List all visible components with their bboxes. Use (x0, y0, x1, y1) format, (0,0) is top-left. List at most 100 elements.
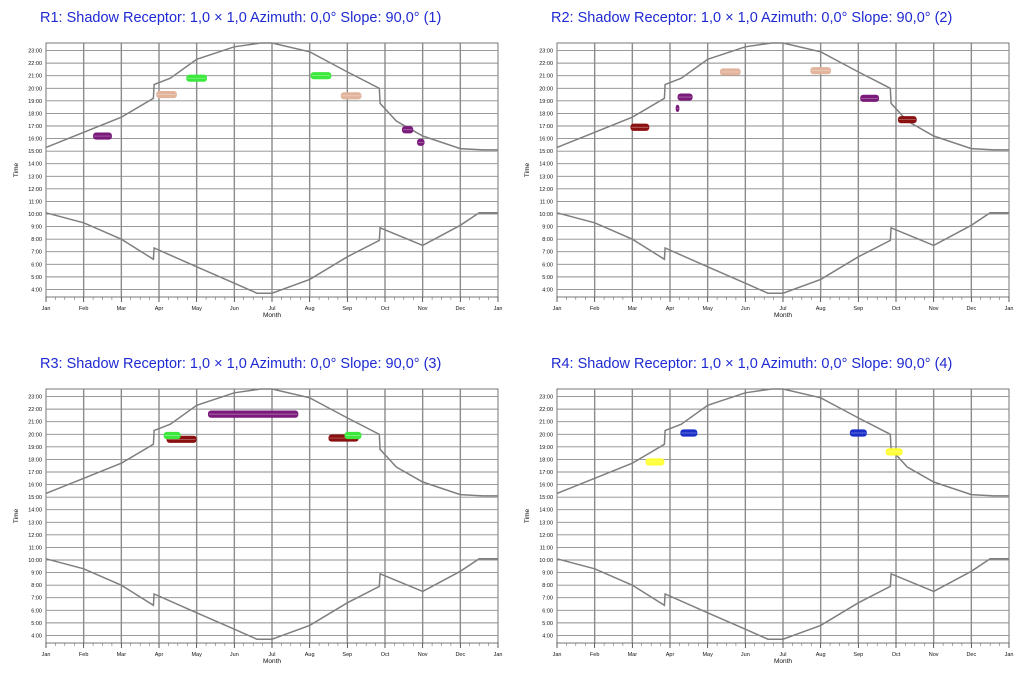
x-axis-title: Month (774, 312, 792, 319)
shadow-event-mark (163, 431, 181, 440)
shadow-event-mark (675, 104, 680, 112)
y-tick-label: 16:00 (28, 483, 42, 489)
y-tick-label: 10:00 (28, 558, 42, 564)
y-tick-label: 21:00 (539, 420, 553, 426)
x-tick-label: Mar (628, 306, 638, 312)
chart-r2: 4:00 5:00 6:00 7:00 8:00 9:00 10:00 11:00 12:00 1… (524, 42, 1014, 319)
y-tick-label: 23:00 (539, 395, 553, 401)
x-tick-label: May (191, 652, 202, 658)
x-tick-label: Jul (268, 306, 275, 312)
shadow-event-mark (93, 132, 112, 140)
x-tick-label: Jan (42, 652, 51, 658)
x-tick-label: Apr (155, 306, 164, 312)
y-tick-label: 19:00 (539, 445, 553, 451)
y-tick-label: 22:00 (539, 61, 553, 67)
y-tick-label: 4:00 (31, 633, 42, 639)
x-tick-label: Dec (455, 306, 465, 312)
x-tick-label: Jan (494, 306, 503, 312)
y-tick-label: 8:00 (542, 237, 553, 243)
y-tick-label: 21:00 (28, 420, 42, 426)
shadow-event-mark (156, 90, 177, 99)
shadow-event-mark (186, 74, 208, 82)
x-tick-label: Jan (494, 652, 503, 658)
y-tick-label: 16:00 (539, 483, 553, 489)
x-tick-label: Nov (418, 306, 428, 312)
y-tick-label: 18:00 (28, 457, 42, 463)
y-tick-label: 11:00 (29, 545, 42, 551)
x-tick-label: Jan (1005, 306, 1014, 312)
shadow-event-mark (849, 429, 867, 437)
y-tick-label: 9:00 (542, 571, 553, 577)
x-tick-label: Feb (590, 652, 599, 658)
y-tick-label: 6:00 (31, 608, 42, 614)
y-tick-label: 10:00 (28, 212, 42, 218)
y-tick-label: 10:00 (539, 558, 553, 564)
y-tick-label: 8:00 (31, 583, 42, 589)
shadow-event-mark (417, 138, 425, 146)
shadow-event-mark (310, 72, 332, 80)
x-tick-label: Jan (42, 306, 51, 312)
y-tick-label: 21:00 (539, 74, 553, 80)
sunset-curve (45, 42, 498, 151)
shadow-event-mark (897, 116, 917, 124)
y-tick-label: 18:00 (28, 111, 42, 117)
y-tick-label: 9:00 (31, 571, 42, 577)
y-tick-label: 7:00 (542, 596, 553, 602)
sunset-curve (45, 388, 498, 497)
y-tick-label: 15:00 (539, 149, 553, 155)
y-tick-label: 23:00 (539, 49, 553, 55)
y-tick-label: 4:00 (542, 633, 553, 639)
x-axis-title: Month (263, 312, 281, 319)
y-tick-label: 13:00 (539, 520, 553, 526)
y-axis-title: Time (524, 163, 531, 178)
x-tick-label: Mar (628, 652, 638, 658)
chart-title: R3: Shadow Receptor: 1,0 × 1,0 Azimuth: … (40, 356, 442, 372)
y-axis-title: Time (13, 509, 20, 524)
shadow-event-mark (630, 123, 650, 131)
y-tick-label: 16:00 (28, 137, 42, 143)
y-tick-label: 17:00 (28, 124, 42, 130)
y-tick-label: 22:00 (28, 407, 42, 413)
chart-r1: 4:00 5:00 6:00 7:00 8:00 9:00 10:00 11:00 12:00 1… (13, 42, 503, 319)
y-tick-label: 13:00 (539, 174, 553, 180)
x-tick-label: Aug (305, 652, 315, 658)
x-tick-label: Dec (455, 652, 465, 658)
x-tick-label: Sep (853, 652, 863, 658)
x-tick-label: Jun (230, 306, 239, 312)
y-tick-label: 4:00 (31, 287, 42, 293)
shadow-event-mark (810, 67, 832, 75)
x-tick-label: Oct (892, 652, 901, 658)
shadow-event-mark (885, 448, 903, 456)
y-tick-label: 21:00 (28, 74, 42, 80)
x-tick-label: May (702, 652, 713, 658)
y-tick-label: 12:00 (539, 187, 553, 193)
sunset-curve (556, 388, 1009, 497)
x-tick-label: Sep (853, 306, 863, 312)
x-tick-label: Apr (666, 652, 675, 658)
chart-r3: 4:00 5:00 6:00 7:00 8:00 9:00 10:00 11:00 12:00 1… (13, 388, 503, 665)
y-tick-label: 20:00 (28, 432, 42, 438)
x-tick-label: Apr (666, 306, 675, 312)
x-tick-label: Jan (553, 652, 562, 658)
shadow-event-mark (207, 410, 299, 418)
shadow-event-mark (677, 93, 693, 101)
chart-panel-r4: R4: Shadow Receptor: 1,0 × 1,0 Azimuth: … (511, 346, 1022, 692)
x-tick-label: Dec (966, 652, 976, 658)
x-tick-label: Oct (381, 652, 390, 658)
y-tick-label: 14:00 (28, 508, 42, 514)
x-tick-label: Jun (741, 652, 750, 658)
x-tick-label: Apr (155, 652, 164, 658)
y-tick-label: 13:00 (28, 174, 42, 180)
y-axis-title: Time (524, 509, 531, 524)
y-tick-label: 6:00 (31, 262, 42, 268)
shadow-event-mark (340, 92, 362, 100)
y-tick-label: 6:00 (542, 608, 553, 614)
x-tick-label: Oct (892, 306, 901, 312)
y-tick-label: 8:00 (542, 583, 553, 589)
y-tick-label: 19:00 (28, 99, 42, 105)
y-tick-label: 20:00 (28, 86, 42, 92)
chart-r4: 4:00 5:00 6:00 7:00 8:00 9:00 10:00 11:00 12:00 1… (524, 388, 1014, 665)
y-tick-label: 19:00 (28, 445, 42, 451)
chart-title: R1: Shadow Receptor: 1,0 × 1,0 Azimuth: … (40, 10, 442, 26)
x-tick-label: Jan (1005, 652, 1014, 658)
